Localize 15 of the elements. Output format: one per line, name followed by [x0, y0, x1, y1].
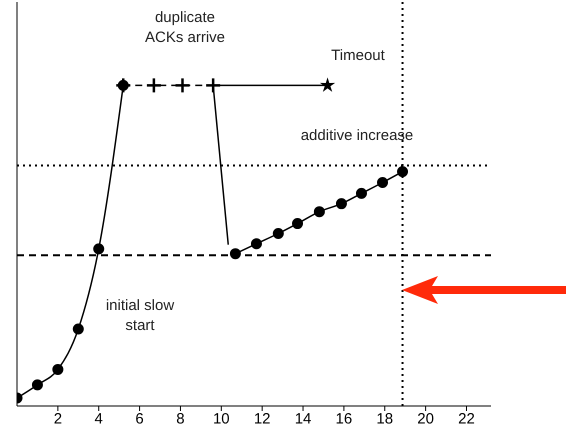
text: Timeout	[330, 46, 386, 66]
x-tick-label: 10	[212, 410, 230, 426]
x-tick-label: 16	[336, 410, 352, 426]
x-tick-label: 2	[54, 410, 62, 426]
x-tick-label: 22	[458, 410, 475, 426]
x-tick-label: 12	[254, 410, 271, 426]
x-tick-label: 6	[135, 410, 144, 426]
x-tick-label: 18	[376, 410, 394, 426]
x-tick-label: 14	[294, 410, 312, 426]
x-tick-label: 20	[417, 410, 434, 426]
annotation: initial slow start	[104, 296, 176, 336]
x-tick-label: 8	[176, 410, 185, 426]
annotation: additive increase	[300, 126, 414, 146]
text: duplicate ACKs arrive	[144, 8, 226, 48]
x-tick-label: 4	[94, 410, 103, 426]
